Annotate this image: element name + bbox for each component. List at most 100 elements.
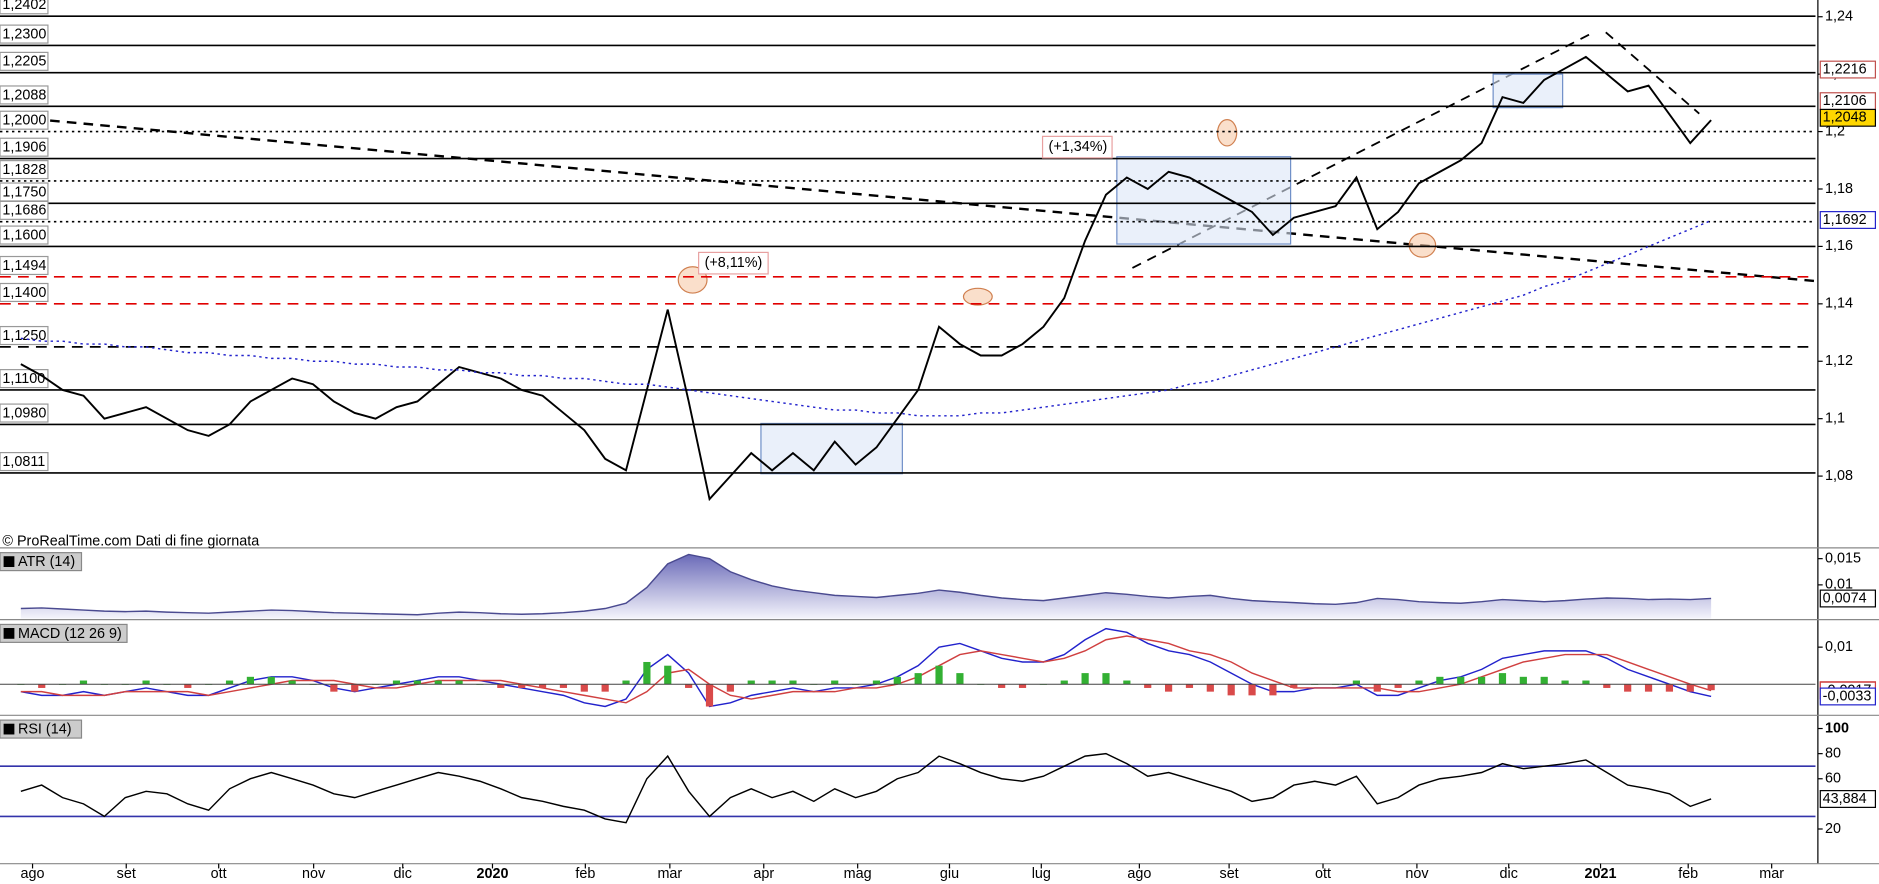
indicator-title-box: [0, 552, 83, 572]
histogram-bar: [392, 680, 401, 685]
level-label-box: [0, 255, 49, 276]
value-label-box: [1819, 211, 1877, 229]
x-tick-label: 2020: [476, 866, 508, 882]
y-tick-label: 20: [1825, 821, 1841, 837]
value-label-box: [1819, 60, 1877, 79]
histogram-bar: [142, 680, 150, 685]
drawings: [0, 31, 1816, 475]
level-label-box: [0, 137, 49, 157]
x-tick-label: dic: [1500, 866, 1518, 882]
range-box: [1116, 156, 1292, 245]
level-label: 1,1400: [2, 285, 46, 301]
histogram-bar: [1185, 684, 1194, 688]
level-label-box: [0, 0, 49, 15]
histogram-bar: [1164, 684, 1173, 692]
y-tick-label: 0,015: [1825, 550, 1861, 566]
y-tick-label: 1,08: [1825, 468, 1853, 484]
value-label-box: [1819, 687, 1877, 706]
histogram-bar: [726, 684, 734, 692]
y-tick-label: 100: [1825, 720, 1849, 736]
level-label-box: [0, 403, 49, 423]
histogram-bar: [184, 684, 192, 688]
annotation-box: [698, 251, 769, 275]
histogram-bar: [79, 680, 88, 685]
x-tick-label: feb: [1678, 866, 1698, 882]
histogram-bar: [1624, 684, 1632, 692]
histogram-bar: [1269, 684, 1277, 696]
y-tick-label: 0,01: [1825, 577, 1853, 593]
level-label-box: [0, 24, 49, 44]
histogram-bar: [1415, 680, 1423, 685]
x-tick-label: apr: [753, 866, 774, 882]
x-tick-label: giu: [940, 866, 959, 882]
histogram-bar: [288, 680, 296, 685]
histogram-bar: [538, 684, 547, 688]
range-box: [760, 422, 903, 475]
histogram-bar: [622, 680, 630, 685]
y-tick-label: 80: [1825, 745, 1841, 761]
histogram-bar: [1123, 680, 1131, 685]
level-label: 1,0811: [2, 454, 45, 470]
series-line: [20, 219, 1712, 417]
histogram-bar: [1227, 684, 1235, 696]
x-tick-label: mar: [657, 866, 682, 882]
histogram-bar: [1081, 673, 1089, 685]
y-tick-label: 0,01: [1825, 639, 1853, 655]
value-label-box: [1819, 589, 1877, 608]
series-line: [20, 55, 1712, 502]
value-label: 1,2216: [1823, 61, 1867, 77]
value-label: 43,884: [1823, 791, 1867, 807]
histogram-bar: [559, 684, 568, 688]
histogram-bar: [768, 680, 776, 685]
histogram-bar: [1018, 684, 1027, 688]
indicator-title: MACD (12 26 9): [18, 626, 122, 642]
value-label-box: [1819, 790, 1877, 808]
histogram-bar: [1561, 680, 1569, 685]
histogram-bar: [1060, 680, 1068, 685]
histogram-bar: [1102, 673, 1110, 685]
series-line: [20, 635, 1712, 704]
highlight-circle: [962, 287, 993, 306]
value-label: 1,2048: [1823, 110, 1867, 126]
histogram-bar: [831, 680, 839, 685]
histogram-bar: [914, 673, 922, 685]
histogram-bar: [1644, 684, 1653, 692]
highlight-circle: [1408, 232, 1437, 258]
histogram-bar: [998, 684, 1006, 688]
histogram-bar: [246, 676, 255, 685]
level-label: 1,1250: [2, 328, 46, 344]
trend-line: [0, 114, 1816, 283]
value-label: 1,1692: [1823, 212, 1867, 228]
level-label-box: [0, 85, 49, 105]
histogram-bar: [455, 680, 463, 685]
histogram-bar: [1686, 684, 1694, 692]
x-tick-label: lug: [1032, 866, 1051, 882]
level-label: 1,1906: [2, 140, 46, 156]
x-tick-label: ago: [1127, 866, 1151, 882]
x-tick-label: feb: [575, 866, 595, 882]
y-tick-label: 60: [1825, 771, 1841, 787]
indicator-title-box: [0, 719, 83, 739]
histogram-bar: [1540, 676, 1548, 685]
x-tick-label: mag: [844, 866, 872, 882]
x-tick-label: set: [1220, 866, 1239, 882]
level-label-box: [0, 110, 49, 130]
histogram-bar: [685, 684, 693, 688]
histogram-bar: [1603, 684, 1611, 688]
value-label-box: [1819, 108, 1877, 127]
level-label: 1,0980: [2, 405, 46, 421]
level-label: 1,2300: [2, 26, 46, 42]
annotation: (+8,11%): [705, 255, 763, 271]
indicator-swatch: [3, 556, 15, 568]
level-label: 1,1686: [2, 203, 46, 219]
indicator-title-box: [0, 623, 128, 643]
histogram-bar: [267, 676, 275, 685]
level-label-box: [0, 51, 49, 71]
histogram-bar: [601, 684, 609, 692]
histogram-bar: [1707, 684, 1715, 691]
histogram-bar: [789, 680, 797, 685]
y-tick-label: 1,16: [1825, 238, 1853, 254]
histogram-bar: [1665, 684, 1674, 692]
level-label-box: [0, 200, 49, 220]
